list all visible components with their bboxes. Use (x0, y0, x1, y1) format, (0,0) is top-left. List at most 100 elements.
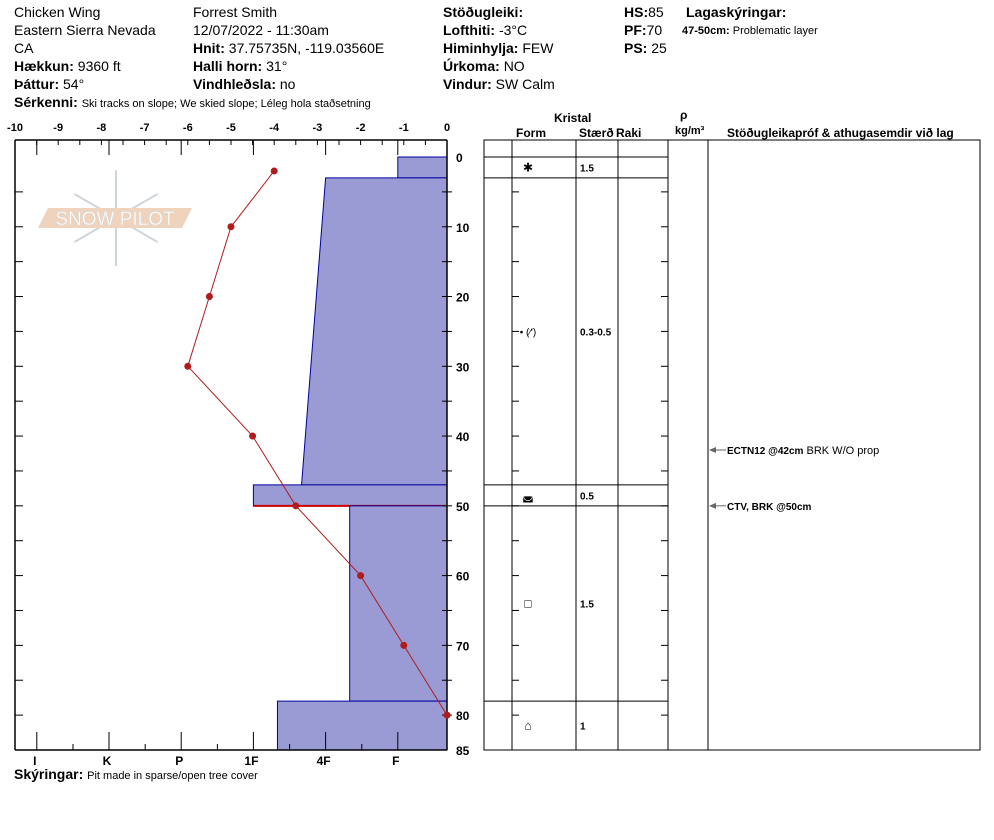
stability-label: Stöðugleiki: (443, 4, 524, 20)
temperature-tick-label: -4 (269, 122, 280, 134)
temperature-point (249, 432, 257, 440)
pf-label: PF: (624, 22, 647, 38)
depth-tick-label: 60 (456, 570, 470, 584)
wind-loading-value: no (279, 76, 296, 92)
temperature-tick-label: -6 (183, 122, 193, 134)
temperature-tick-label: -8 (97, 122, 107, 134)
depth-tick-label: 80 (456, 709, 470, 723)
hardness-layer-bar (300, 177, 448, 486)
size-header: Stærð (579, 126, 614, 140)
temperature-point (184, 362, 192, 370)
temperature-tick-label: -7 (140, 122, 150, 134)
features-label: Sérkenni: (14, 94, 78, 110)
depth-tick-label: 20 (456, 291, 470, 305)
hardness-layer-bar (252, 484, 448, 507)
logo-banner (38, 208, 192, 228)
moisture-header: Raki (616, 126, 642, 140)
temperature-tick-label: -2 (356, 122, 366, 134)
temperature-tick-label: -1 (399, 122, 409, 134)
temperature-point (292, 502, 300, 510)
temperature-point (270, 167, 278, 175)
depth-tick-label: 40 (456, 430, 470, 444)
density-symbol: ρ (680, 108, 688, 122)
wind-loading-label: Vindhleðsla: (193, 76, 276, 92)
hardness-tick-label: I (33, 754, 36, 768)
features: Sérkenni: Ski tracks on slope; We skied … (14, 93, 371, 113)
wind-value: SW Calm (495, 76, 555, 92)
grain-size: 1.5 (580, 599, 594, 610)
depth-tick-label: 30 (456, 360, 470, 374)
elevation-label: Hækkun: (14, 58, 74, 74)
slope-value: 31° (266, 58, 288, 74)
hardness-tick-label: P (175, 754, 183, 768)
site-name: Chicken Wing (14, 4, 101, 20)
grain-form-symbol: □ (524, 596, 531, 610)
stability: Stöðugleiki: (443, 3, 523, 21)
sky-cover: Himinhylja: FEW (443, 39, 553, 57)
temperature-tick-label: -5 (226, 122, 236, 134)
depth-tick-label: 70 (456, 639, 470, 653)
hs-value: 85 (648, 4, 664, 20)
grain-size: 1 (580, 722, 586, 733)
air-temp: Lofthiti: -3°C (443, 21, 527, 39)
wind-label: Vindur: (443, 76, 492, 92)
grain-form-symbol: ✱ (523, 160, 533, 174)
grain-size: 0.5 (580, 491, 594, 502)
temperature-point (357, 572, 365, 580)
temperature-point (205, 293, 213, 301)
temperature-point (443, 711, 451, 719)
layer-table-border (483, 139, 981, 751)
coords-value: 37.75735N, -119.03560E (228, 40, 385, 56)
grain-form-symbol: ◛ (522, 488, 534, 502)
density-unit: kg/m³ (675, 125, 705, 137)
elevation: Hækkun: 9360 ft (14, 57, 121, 75)
hs-label: HS: (624, 4, 649, 20)
coords-label: Hnit: (193, 40, 225, 56)
precip-label: Úrkoma: (443, 58, 500, 74)
wind-loading: Vindhleðsla: no (193, 75, 295, 93)
observer: Forrest Smith (193, 4, 278, 20)
elevation-value: 9360 ft (77, 58, 121, 74)
datetime: 12/07/2022 - 11:30am (193, 22, 329, 38)
hardness-tick-label: F (392, 754, 399, 768)
depth-tick-label: 10 (456, 221, 470, 235)
hardness-layer-bar (349, 505, 448, 702)
precip-value: NO (503, 58, 525, 74)
ps: PS: 25 (624, 39, 667, 57)
aspect: Þáttur: 54° (14, 75, 84, 93)
temperature-point (400, 641, 408, 649)
hardness-tick-label: 1F (244, 754, 258, 768)
wind: Vindur: SW Calm (443, 75, 555, 93)
aspect-label: Þáttur: (14, 76, 60, 92)
crystal-header: Kristal (554, 111, 592, 125)
comments-label: Skýringar: (14, 766, 84, 782)
grain-form-symbol: • (⁄′) (520, 327, 536, 338)
stability-comments-header: Stöðugleikapróf & athugasemdir við lag (727, 126, 954, 140)
features-value: Ski tracks on slope; We skied slope; Lél… (81, 98, 371, 110)
range-name: Eastern Sierra Nevada (14, 22, 156, 38)
layer-note: 47-50cm: Problematic layer (682, 22, 818, 40)
stability-test: CTV, BRK @50cm (727, 502, 812, 513)
slope-label: Halli horn: (193, 58, 263, 74)
grain-form-symbol: ⌂ (524, 719, 531, 733)
hs: HS:85 (624, 3, 664, 21)
air-temp-label: Lofthiti: (443, 22, 496, 38)
temperature-tick-label: -9 (53, 122, 63, 134)
layer-notes-label: Lagaskýringar: (686, 4, 787, 20)
temperature-tick-label: -10 (7, 122, 23, 134)
ps-label: PS: (624, 40, 652, 56)
test-arrow-head (709, 447, 716, 454)
layer-note-text: Problematic layer (732, 25, 818, 37)
slope: Halli horn: 31° (193, 57, 287, 75)
layer-note-depth: 47-50cm: (682, 25, 730, 37)
depth-tick-label: 0 (456, 151, 463, 165)
pf-value: 70 (646, 22, 663, 38)
coords: Hnit: 37.75735N, -119.03560E (193, 39, 384, 57)
hardness-tick-label: K (103, 754, 112, 768)
ps-value: 25 (651, 40, 667, 56)
grain-size: 0.3-0.5 (580, 327, 612, 338)
stability-test: ECTN12 @42cm BRK W/O prop (727, 445, 879, 457)
sky-label: Himinhylja: (443, 40, 519, 56)
comments-value: Pit made in sparse/open tree cover (87, 770, 258, 782)
